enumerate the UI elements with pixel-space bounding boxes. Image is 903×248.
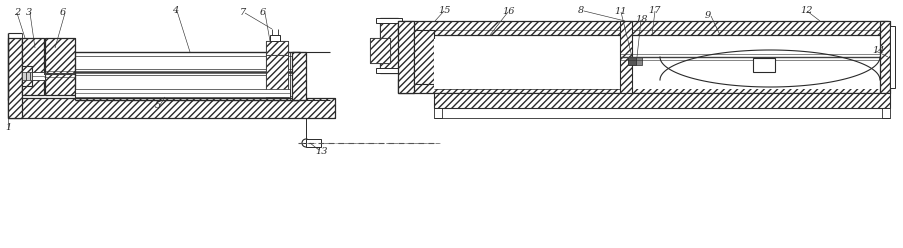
Text: 12: 12 [799,5,812,14]
Bar [881,108,889,118]
Bar [8,98,335,118]
Circle shape [302,139,310,147]
Bar [22,38,44,95]
Bar [8,98,335,118]
Bar [8,38,22,118]
Bar [879,21,889,93]
Bar [379,18,397,73]
Bar [75,89,290,97]
Bar [414,30,433,84]
Bar [22,38,44,95]
Bar [376,18,402,23]
Text: 3: 3 [26,7,33,17]
Bar [397,21,414,93]
Bar [379,23,397,68]
Bar [433,93,889,108]
Bar [265,41,288,55]
Text: 16: 16 [501,6,514,16]
Text: 17: 17 [647,5,660,14]
Bar [22,66,32,86]
Bar [397,79,887,93]
Bar [433,39,889,89]
Bar [397,21,414,93]
Text: 9: 9 [704,10,711,20]
Bar [265,55,288,97]
Bar [45,38,75,95]
Bar [369,38,389,63]
Bar [879,21,889,93]
Text: 6: 6 [60,7,66,17]
Bar [619,21,631,93]
Bar [265,55,288,97]
Text: 7: 7 [239,7,246,17]
Bar [379,18,397,73]
Text: 5: 5 [154,101,161,111]
Bar [433,93,889,108]
Text: 11: 11 [613,6,626,16]
Text: 6: 6 [260,7,266,17]
Text: 2: 2 [14,7,20,17]
Bar [30,72,34,80]
Bar [397,21,887,35]
Bar [26,72,30,80]
Bar [628,57,636,65]
Bar [414,30,433,84]
Bar [619,21,631,93]
Text: 15: 15 [438,5,450,14]
Bar [397,21,887,35]
Bar [45,38,75,95]
Bar [270,35,280,41]
Bar [292,52,305,100]
Bar [22,72,26,80]
Bar [265,41,288,55]
Bar [376,68,402,73]
Bar [305,139,321,147]
Text: 13: 13 [314,147,327,155]
Bar [889,26,894,88]
Bar [292,52,305,100]
Text: 14: 14 [871,45,883,55]
Bar [8,38,22,118]
Bar [752,58,774,72]
Bar [433,108,442,118]
Bar [32,72,45,80]
Text: 4: 4 [172,5,178,14]
Text: 8: 8 [577,5,583,14]
Text: 1: 1 [5,124,11,132]
Text: 18: 18 [634,14,647,24]
Bar [636,57,641,65]
Bar [397,79,887,93]
Bar [22,66,32,86]
Bar [369,38,389,63]
